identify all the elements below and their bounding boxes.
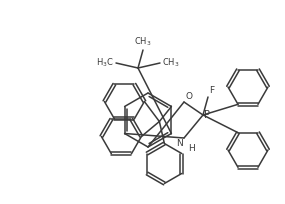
Text: H$_3$C: H$_3$C — [96, 57, 114, 69]
Text: P: P — [204, 110, 210, 120]
Text: N: N — [176, 139, 183, 148]
Text: F: F — [209, 86, 214, 95]
Text: CH$_3$: CH$_3$ — [162, 57, 180, 69]
Text: O: O — [185, 92, 192, 101]
Text: CH$_3$: CH$_3$ — [134, 35, 152, 48]
Text: H: H — [188, 144, 195, 153]
